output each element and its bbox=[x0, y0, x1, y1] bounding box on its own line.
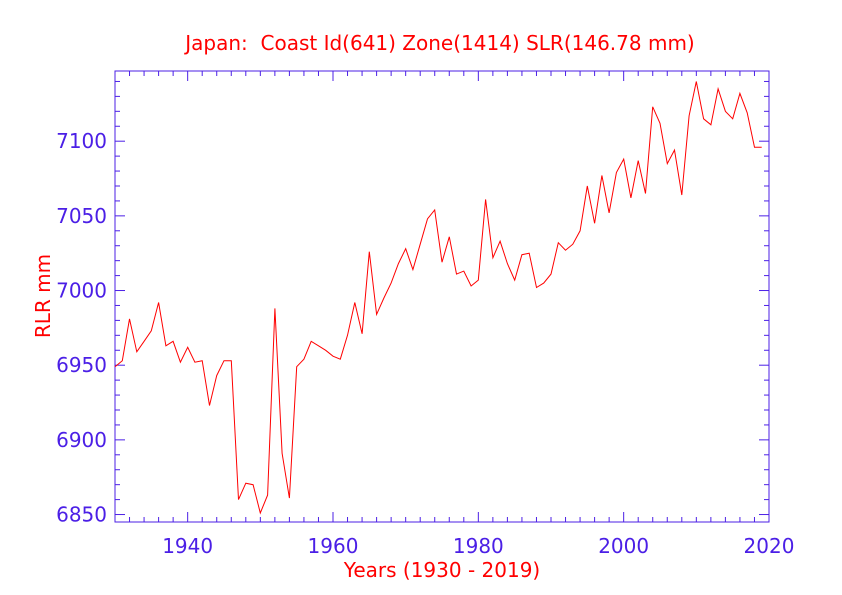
y-tick-label: 7000 bbox=[56, 279, 107, 303]
y-tick-label: 6850 bbox=[56, 503, 107, 527]
x-tick-label: 2000 bbox=[598, 534, 649, 558]
x-axis-ticks: 1940 1960 1980 2000 2020 bbox=[114, 71, 795, 558]
y-tick-label: 6950 bbox=[56, 353, 107, 377]
x-axis-label: Years (1930 - 2019) bbox=[343, 558, 540, 582]
x-tick-label: 1980 bbox=[453, 534, 504, 558]
y-axis-label: RLR mm bbox=[31, 254, 55, 338]
y-tick-label: 7050 bbox=[56, 204, 107, 228]
x-tick-label: 2020 bbox=[744, 534, 795, 558]
series-line bbox=[114, 81, 762, 515]
plot-frame bbox=[114, 70, 770, 523]
x-tick-label: 1940 bbox=[162, 534, 213, 558]
y-tick-label: 6900 bbox=[56, 428, 107, 452]
chart-title: Japan: Coast Id(641) Zone(1414) SLR(146.… bbox=[183, 31, 694, 55]
y-axis-ticks: 6850 6900 6950 7000 7050 7100 bbox=[56, 80, 769, 527]
x-tick-label: 1960 bbox=[308, 534, 359, 558]
y-tick-label: 7100 bbox=[56, 129, 107, 153]
